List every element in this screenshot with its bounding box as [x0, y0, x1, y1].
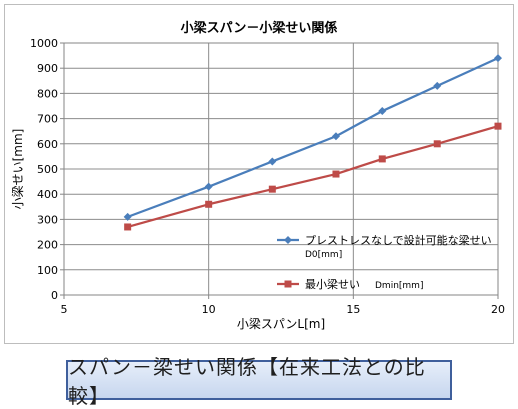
caption-banner: スパン－梁せい関係【在来工法との比較】: [66, 355, 452, 408]
y-tick-label: 500: [37, 163, 58, 176]
data-point: [123, 212, 132, 221]
y-tick-label: 900: [37, 62, 58, 75]
y-tick-label: 0: [51, 289, 58, 302]
series-layer: [123, 54, 502, 231]
legend-unit-label: Dmin[mm]: [375, 281, 423, 291]
data-point: [268, 185, 276, 193]
legend-marker: [284, 236, 292, 244]
y-tick-label: 600: [37, 138, 58, 151]
y-tick-label: 800: [37, 87, 58, 100]
data-point: [268, 157, 277, 166]
chart-frame: 小梁スパン－小梁せい関係 0 100 200 300 400 500 600 700 800 90…: [4, 4, 514, 344]
y-tick-label: 100: [37, 264, 58, 277]
legend-item: 最小梁せい Dmin[mm]: [277, 277, 423, 291]
legend: プレストレスなしで設計可能な梁せい D0[mm] 最小梁せい Dmin[mm]: [277, 233, 492, 291]
y-axis-title: 小梁せい[mm]: [10, 129, 25, 210]
x-tick-label: 10: [202, 303, 216, 316]
x-tick-label: 20: [491, 303, 505, 316]
y-tick-label: 1000: [30, 37, 58, 50]
x-tick-labels: 5 10 15 20: [61, 303, 506, 316]
caption-text: スパン－梁せい関係【在来工法との比較】: [68, 355, 426, 408]
data-point: [433, 140, 441, 148]
data-point: [331, 132, 340, 141]
legend-label: プレストレスなしで設計可能な梁せい: [305, 233, 492, 247]
gridlines: [60, 42, 499, 299]
x-axis-title: 小梁スパンL[m]: [237, 316, 325, 331]
data-point: [433, 81, 442, 90]
data-point: [204, 182, 213, 191]
y-tick-label: 200: [37, 239, 58, 252]
y-tick-label: 400: [37, 188, 58, 201]
y-tick-label: 700: [37, 113, 58, 126]
series-line: [127, 57, 499, 218]
series-2: [124, 122, 502, 231]
data-point: [332, 170, 340, 178]
series-1: [123, 54, 502, 221]
chart-title: 小梁スパン－小梁せい関係: [181, 20, 338, 36]
line-chart: 小梁スパン－小梁せい関係 0 100 200 300 400 500 600 700 800 90…: [10, 20, 506, 331]
x-tick-label: 5: [61, 303, 68, 316]
data-point: [494, 122, 502, 130]
legend-marker: [284, 280, 292, 288]
plot-area-border: [63, 42, 499, 296]
y-tick-labels: 0 100 200 300 400 500 600 700 800 900 1000: [30, 37, 58, 302]
data-point: [378, 107, 387, 116]
series-line: [127, 125, 499, 229]
data-point: [494, 54, 502, 63]
legend-item: プレストレスなしで設計可能な梁せい D0[mm]: [277, 233, 492, 260]
x-tick-label: 15: [346, 303, 360, 316]
data-point: [378, 155, 386, 163]
data-point: [205, 200, 213, 208]
legend-unit-label: D0[mm]: [305, 250, 342, 260]
legend-label: 最小梁せい: [305, 277, 360, 291]
data-point: [124, 223, 132, 231]
y-tick-label: 300: [37, 213, 58, 226]
